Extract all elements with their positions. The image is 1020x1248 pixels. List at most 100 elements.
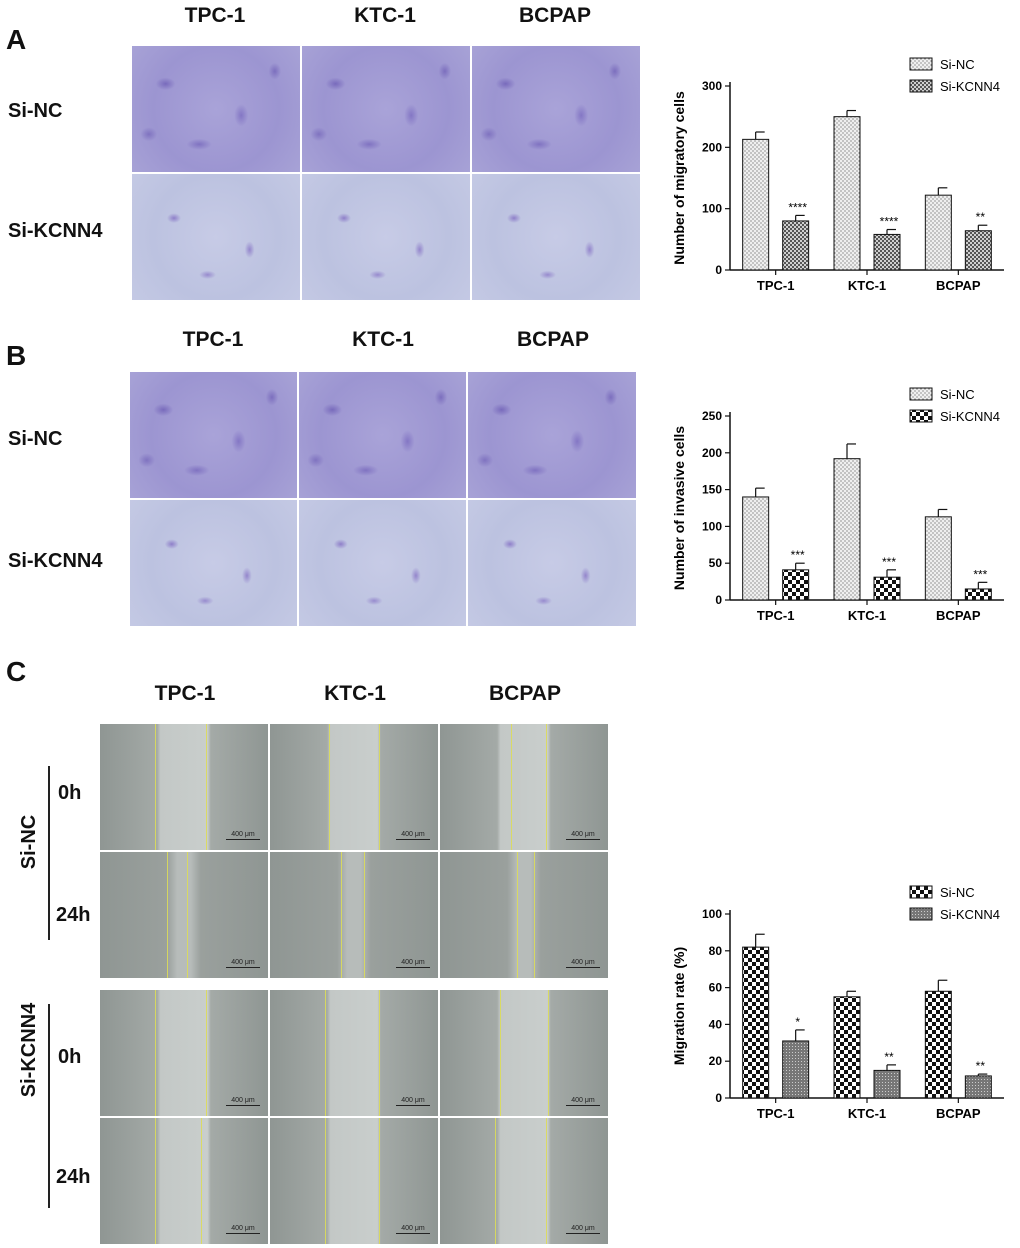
wound-image-nc-0h-ktc1: 400 μm bbox=[270, 724, 438, 850]
micrograph-b-nc-ktc1 bbox=[299, 372, 466, 498]
x-tick-label-ktc-1: KTC-1 bbox=[848, 608, 886, 623]
bracket-si-nc bbox=[48, 766, 50, 940]
wound-image-nc-0h-tpc1: 400 μm bbox=[100, 724, 268, 850]
scale-bar: 400 μm bbox=[396, 831, 430, 840]
panel-letter-c: C bbox=[6, 656, 27, 687]
chart-migration-rate: Migration rate (%) 0 20 40 60 80 100 TPC-1 * KTC-… bbox=[671, 885, 1004, 1121]
scale-bar: 400 μm bbox=[396, 1225, 430, 1234]
transwell-migration-image-grid bbox=[132, 46, 640, 300]
wound-image-kd-0h-ktc1: 400 μm bbox=[270, 990, 438, 1116]
significance-label: **** bbox=[880, 215, 899, 229]
micrograph-a-nc-ktc1 bbox=[302, 46, 470, 172]
y-tick-label: 80 bbox=[709, 944, 723, 958]
x-tick-label-ktc-1: KTC-1 bbox=[848, 1106, 886, 1121]
legend-swatch-si-nc bbox=[909, 387, 933, 401]
legend-label-si-kcnn4: Si-KCNN4 bbox=[940, 409, 1000, 424]
wound-image-kd-24h-bcpap: 400 μm bbox=[440, 1118, 608, 1244]
y-tick-label: 0 bbox=[715, 593, 722, 607]
scale-bar: 400 μm bbox=[566, 831, 600, 840]
scale-bar: 400 μm bbox=[226, 1225, 260, 1234]
col-header-tpc1: TPC-1 bbox=[154, 682, 216, 705]
legend-swatch-si-nc bbox=[909, 885, 933, 899]
legend-swatch-si-kcnn4 bbox=[909, 907, 933, 921]
legend-swatch-si-kcnn4 bbox=[909, 79, 933, 93]
scale-bar: 400 μm bbox=[566, 959, 600, 968]
col-header-bcpap: BCPAP bbox=[489, 682, 561, 705]
y-tick-label: 50 bbox=[709, 556, 723, 570]
y-tick-label: 150 bbox=[702, 483, 722, 497]
micrograph-a-kd-ktc1 bbox=[302, 174, 470, 300]
transwell-invasion-image-grid bbox=[130, 372, 636, 626]
x-tick-label-ktc-1: KTC-1 bbox=[848, 278, 886, 293]
bar-si-nc-ktc-1 bbox=[833, 458, 861, 601]
bar-si-nc-bcpap bbox=[924, 516, 952, 601]
y-tick-label: 100 bbox=[702, 202, 722, 216]
bar-si-nc-bcpap bbox=[924, 990, 952, 1099]
legend-label-si-nc: Si-NC bbox=[940, 57, 975, 72]
wound-image-kd-0h-bcpap: 400 μm bbox=[440, 990, 608, 1116]
legend-label-si-kcnn4: Si-KCNN4 bbox=[940, 79, 1000, 94]
micrograph-a-kd-bcpap bbox=[472, 174, 640, 300]
scale-bar: 400 μm bbox=[396, 959, 430, 968]
bar-si-kcnn4-tpc-1 bbox=[782, 220, 810, 271]
x-tick-label-tpc-1: TPC-1 bbox=[757, 278, 795, 293]
y-tick-label: 250 bbox=[702, 409, 722, 423]
scale-bar: 400 μm bbox=[396, 1097, 430, 1106]
time-label: 0h bbox=[58, 1046, 82, 1068]
significance-label: **** bbox=[788, 200, 807, 214]
legend-label-si-nc: Si-NC bbox=[940, 387, 975, 402]
col-header-ktc1: KTC-1 bbox=[352, 328, 414, 351]
col-header-tpc1: TPC-1 bbox=[184, 4, 246, 27]
scale-bar: 400 μm bbox=[566, 1097, 600, 1106]
micrograph-a-nc-tpc1 bbox=[132, 46, 300, 172]
y-tick-label: 200 bbox=[702, 446, 722, 460]
bar-si-nc-tpc-1 bbox=[742, 946, 770, 1099]
significance-label: ** bbox=[976, 210, 986, 224]
y-tick-label: 100 bbox=[702, 907, 722, 921]
y-tick-label: 200 bbox=[702, 140, 722, 154]
legend-swatch-si-kcnn4 bbox=[909, 409, 933, 423]
significance-label: ** bbox=[884, 1050, 894, 1064]
row-header-si-nc: Si-NC bbox=[8, 428, 63, 450]
bar-si-kcnn4-ktc-1 bbox=[873, 1069, 901, 1099]
bar-si-kcnn4-tpc-1 bbox=[782, 1040, 810, 1099]
x-tick-label-tpc-1: TPC-1 bbox=[757, 608, 795, 623]
micrograph-b-kd-bcpap bbox=[468, 500, 636, 626]
micrograph-a-kd-tpc1 bbox=[132, 174, 300, 300]
col-header-bcpap: BCPAP bbox=[517, 328, 589, 351]
legend-label-si-nc: Si-NC bbox=[940, 885, 975, 900]
y-axis-label: Number of migratory cells bbox=[671, 91, 687, 265]
group-label-si-nc: Si-NC bbox=[18, 814, 40, 870]
wound-healing-grid-si-kcnn4: 400 μm 400 μm 400 μm 400 μm 400 μm 400 μ… bbox=[100, 990, 608, 1244]
scale-bar: 400 μm bbox=[566, 1225, 600, 1234]
bar-si-kcnn4-ktc-1 bbox=[873, 233, 901, 271]
x-tick-label-bcpap: BCPAP bbox=[936, 608, 981, 623]
y-tick-label: 0 bbox=[715, 1091, 722, 1105]
scale-bar: 400 μm bbox=[226, 959, 260, 968]
panel-letter-a: A bbox=[6, 24, 27, 55]
y-axis-label: Number of invasive cells bbox=[671, 426, 687, 590]
col-header-tpc1: TPC-1 bbox=[182, 328, 244, 351]
chart-migratory-cells: Number of migratory cells 0 100 200 300 TPC-1… bbox=[671, 57, 1004, 293]
y-tick-label: 0 bbox=[715, 263, 722, 277]
legend-swatch-si-nc bbox=[909, 57, 933, 71]
micrograph-b-kd-tpc1 bbox=[130, 500, 297, 626]
significance-label: * bbox=[795, 1015, 800, 1029]
y-tick-label: 100 bbox=[702, 519, 722, 533]
significance-label: *** bbox=[882, 555, 896, 569]
y-tick-label: 40 bbox=[709, 1017, 723, 1031]
x-tick-label-bcpap: BCPAP bbox=[936, 1106, 981, 1121]
significance-label: ** bbox=[976, 1059, 986, 1073]
y-tick-label: 300 bbox=[702, 79, 722, 93]
bar-si-nc-bcpap bbox=[924, 194, 952, 271]
bar-si-nc-tpc-1 bbox=[742, 496, 770, 601]
micrograph-b-nc-bcpap bbox=[468, 372, 636, 498]
bar-si-nc-tpc-1 bbox=[742, 138, 770, 271]
x-tick-label-tpc-1: TPC-1 bbox=[757, 1106, 795, 1121]
row-header-si-kcnn4: Si-KCNN4 bbox=[8, 550, 103, 572]
micrograph-a-nc-bcpap bbox=[472, 46, 640, 172]
time-label: 24h bbox=[56, 1166, 91, 1188]
bar-si-kcnn4-bcpap bbox=[964, 230, 992, 271]
micrograph-b-nc-tpc1 bbox=[130, 372, 297, 498]
wound-healing-grid-si-nc: 400 μm 400 μm 400 μm 400 μm 400 μm 400 μ… bbox=[100, 724, 608, 978]
